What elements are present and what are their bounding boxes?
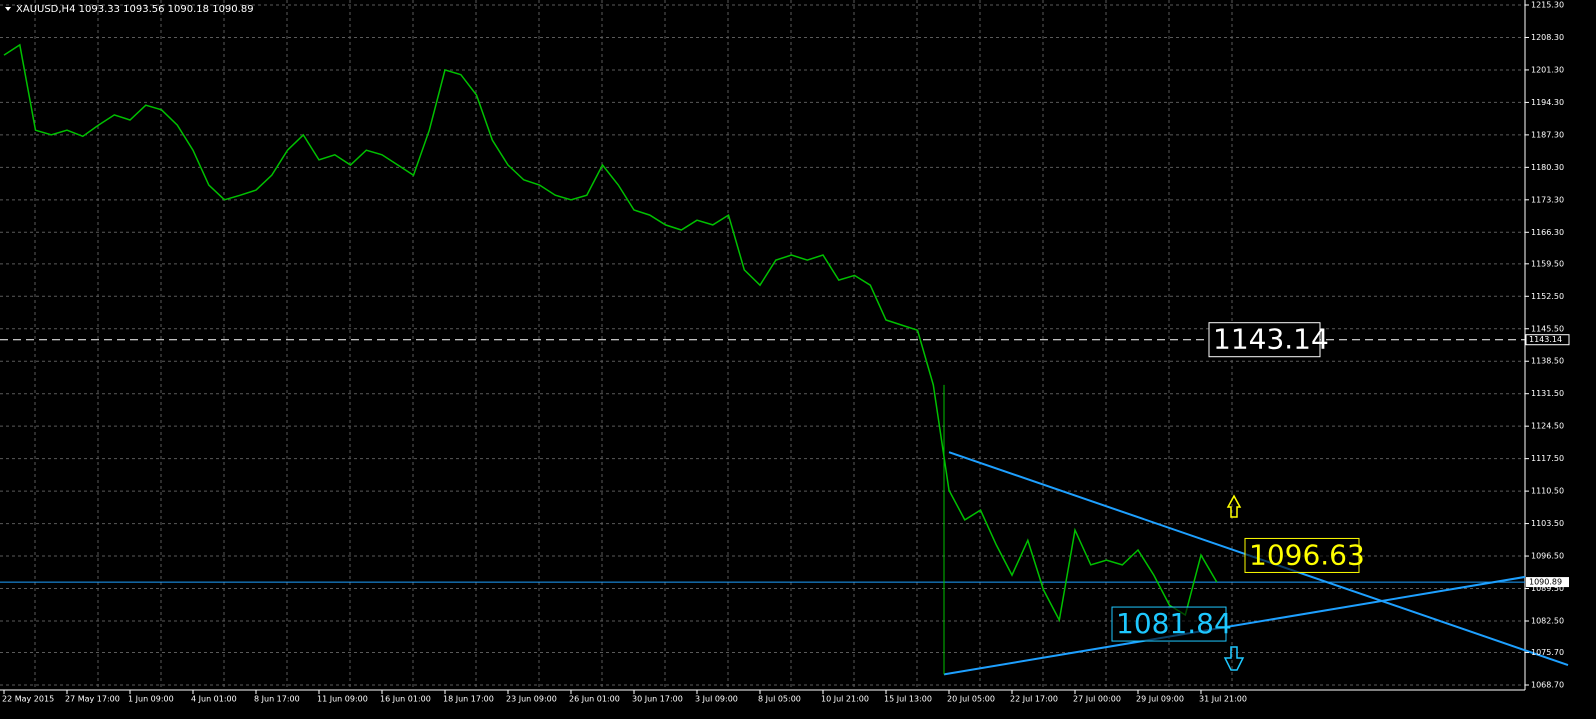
x-tick-label: 30 Jun 17:00 — [632, 695, 683, 704]
x-tick-label: 27 Jul 00:00 — [1073, 695, 1121, 704]
x-tick-label: 16 Jun 01:00 — [380, 695, 431, 704]
y-tick-label: 1215.30 — [1531, 1, 1564, 10]
y-tick-label: 1159.50 — [1531, 259, 1564, 268]
down-arrow — [1223, 646, 1245, 671]
grid — [0, 0, 1525, 690]
y-tick-label: 1194.30 — [1531, 98, 1564, 107]
y-tick-label: 1173.30 — [1531, 195, 1564, 204]
price-line — [3, 43, 1218, 623]
y-tick-label: 1117.50 — [1531, 454, 1564, 463]
x-tick-label: 22 Jul 17:00 — [1010, 695, 1058, 704]
x-tick-label: 10 Jul 21:00 — [821, 695, 869, 704]
annotation-label: 1081.84 — [1116, 607, 1232, 640]
x-tick-label: 29 Jul 09:00 — [1136, 695, 1184, 704]
x-tick-label: 26 Jun 01:00 — [569, 695, 620, 704]
x-tick-label: 27 May 17:00 — [65, 695, 120, 704]
trendline — [943, 575, 1526, 676]
x-tick-label: 8 Jul 05:00 — [758, 695, 801, 704]
level-label: 1143.14 — [1213, 323, 1329, 356]
annotation-label: 1096.63 — [1249, 538, 1365, 571]
level-box — [1208, 322, 1321, 358]
y-tick-label: 1103.50 — [1531, 519, 1564, 528]
y-tick-label: 1131.50 — [1531, 389, 1564, 398]
chart-title: XAUUSD,H4 1093.33 1093.56 1090.18 1090.8… — [16, 4, 254, 15]
bid-axis-box — [1526, 577, 1569, 588]
y-tick-label: 1208.30 — [1531, 33, 1564, 42]
x-tick-label: 23 Jun 09:00 — [506, 695, 557, 704]
bid-axis-label: 1090.89 — [1529, 578, 1562, 587]
x-tick-label: 1 Jun 09:00 — [128, 695, 174, 704]
level-axis-box — [1525, 334, 1570, 346]
x-tick-label: 31 Jul 21:00 — [1199, 695, 1247, 704]
plot: 1143.14 1096.63 1081.84 — [0, 43, 1569, 676]
menu-arrow[interactable] — [5, 7, 11, 11]
y-tick-label: 1124.50 — [1531, 422, 1564, 431]
x-tick-label: 3 Jul 09:00 — [695, 695, 738, 704]
x-tick-label: 4 Jun 01:00 — [191, 695, 237, 704]
y-tick-label: 1187.30 — [1531, 130, 1564, 139]
y-tick-label: 1166.30 — [1531, 228, 1564, 237]
y-tick-label: 1096.50 — [1531, 552, 1564, 561]
y-tick-label: 1075.70 — [1531, 648, 1564, 657]
x-tick-label: 11 Jun 09:00 — [317, 695, 368, 704]
y-tick-label: 1089.50 — [1531, 584, 1564, 593]
x-tick-label: 8 Jun 17:00 — [254, 695, 300, 704]
y-tick-label: 1145.50 — [1531, 324, 1564, 333]
y-tick-label: 1082.50 — [1531, 616, 1564, 625]
level-axis-label: 1143.14 — [1529, 335, 1562, 344]
x-tick-label: 18 Jun 17:00 — [443, 695, 494, 704]
annotation-box — [1111, 606, 1227, 642]
y-tick-label: 1180.30 — [1531, 163, 1564, 172]
y-tick-label: 1068.70 — [1531, 681, 1564, 690]
up-arrow — [1226, 494, 1242, 518]
x-tick-label: 15 Jul 13:00 — [884, 695, 932, 704]
y-tick-label: 1138.50 — [1531, 357, 1564, 366]
x-tick-label: 20 Jul 05:00 — [947, 695, 995, 704]
y-tick-label: 1152.50 — [1531, 292, 1564, 301]
x-tick-label: 22 May 2015 — [2, 695, 54, 704]
y-tick-label: 1201.30 — [1531, 65, 1564, 74]
y-tick-label: 1110.50 — [1531, 487, 1564, 496]
annotation-box — [1244, 537, 1360, 573]
